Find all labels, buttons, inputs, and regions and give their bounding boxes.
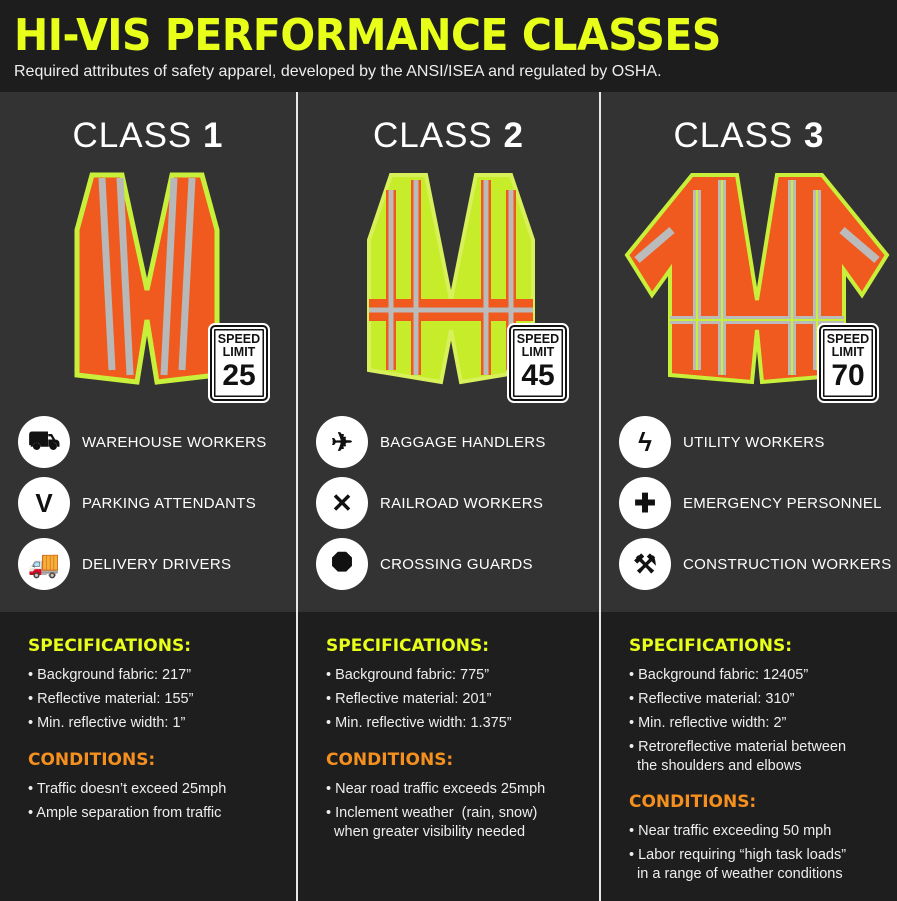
stop-sign-icon: ⯃: [316, 538, 368, 590]
speed-limit-value: 25: [222, 359, 256, 392]
safety-vest-image: [72, 170, 222, 390]
sign-line-2: LIMIT: [521, 345, 555, 359]
suitcase-plane-icon: ✈: [316, 416, 368, 468]
conditions-heading: CONDITIONS:: [326, 750, 454, 770]
class-column-3: CLASS 3 SPEED LIMIT 70 ϟ UTILITY WORKERS ✚ EM…: [601, 92, 897, 901]
specification-item: • Background fabric: 12405”: [629, 667, 809, 683]
column-divider: [296, 92, 298, 901]
job-item: ⚒ CONSTRUCTION WORKERS: [619, 538, 892, 590]
class-label: CLASS: [72, 116, 193, 155]
condition-item: • Near road traffic exceeds 25mph: [326, 781, 546, 797]
specification-item: • Min. reflective width: 1”: [28, 715, 186, 731]
specifications-heading: SPECIFICATIONS:: [28, 636, 192, 656]
job-label: RAILROAD WORKERS: [380, 494, 544, 512]
conditions-heading: CONDITIONS:: [629, 792, 757, 812]
bowtie-vest-icon: V: [18, 477, 70, 529]
specifications-heading: SPECIFICATIONS:: [326, 636, 490, 656]
speed-limit-sign: SPEED LIMIT 25: [208, 323, 270, 403]
conditions-heading: CONDITIONS:: [28, 750, 156, 770]
forklift-icon: ⛟: [18, 416, 70, 468]
specification-item: • Reflective material: 155”: [28, 691, 194, 707]
specification-item: • Min. reflective width: 1.375”: [326, 715, 512, 731]
sign-line-1: SPEED: [217, 332, 261, 346]
job-label: PARKING ATTENDANTS: [82, 494, 257, 512]
condition-item: • Inclement weather (rain, snow) when gr…: [326, 805, 538, 840]
specification-item: • Reflective material: 201”: [326, 691, 492, 707]
specification-item: • Background fabric: 775”: [326, 667, 490, 683]
specification-item: • Background fabric: 217”: [28, 667, 192, 683]
column-divider: [599, 92, 601, 901]
job-label: CROSSING GUARDS: [380, 555, 533, 573]
job-label: BAGGAGE HANDLERS: [380, 433, 546, 451]
specifications-heading: SPECIFICATIONS:: [629, 636, 793, 656]
job-item: ✕ RAILROAD WORKERS: [316, 477, 543, 529]
railroad-crossing-icon: ✕: [316, 477, 368, 529]
class-column-2: CLASS 2 SPEED LIMIT 45 ✈ BAGGAGE HANDLERS ✕ R…: [298, 92, 599, 901]
condition-item: • Labor requiring “high task loads” in a…: [629, 847, 847, 882]
header: HI-VIS PERFORMANCE CLASSES Required attr…: [0, 0, 897, 92]
job-item: ⛟ WAREHOUSE WORKERS: [18, 416, 267, 468]
condition-item: • Ample separation from traffic: [28, 805, 222, 821]
job-item: 🚚 DELIVERY DRIVERS: [18, 538, 231, 590]
sign-line-2: LIMIT: [831, 345, 865, 359]
lower-panel: [0, 612, 897, 901]
job-label: UTILITY WORKERS: [683, 433, 825, 451]
job-item: ⯃ CROSSING GUARDS: [316, 538, 533, 590]
class-title: CLASS 2: [298, 116, 599, 156]
job-item: ϟ UTILITY WORKERS: [619, 416, 825, 468]
condition-item: • Near traffic exceeding 50 mph: [629, 823, 832, 839]
class-number: 3: [804, 116, 825, 155]
job-label: CONSTRUCTION WORKERS: [683, 555, 892, 573]
sign-line-2: LIMIT: [222, 345, 256, 359]
safety-vest-image: [361, 170, 541, 390]
job-item: V PARKING ATTENDANTS: [18, 477, 256, 529]
class-label: CLASS: [673, 116, 794, 155]
speed-limit-value: 70: [831, 359, 865, 392]
speed-limit-sign: SPEED LIMIT 45: [507, 323, 569, 403]
specification-item: • Reflective material: 310”: [629, 691, 795, 707]
specification-item: • Retroreflective material between the s…: [629, 739, 847, 774]
hammer-icon: ⚒: [619, 538, 671, 590]
speed-limit-sign: SPEED LIMIT 70: [817, 323, 879, 403]
job-item: ✚ EMERGENCY PERSONNEL: [619, 477, 882, 529]
condition-item: • Traffic doesn’t exceed 25mph: [28, 781, 227, 797]
medical-cross-icon: ✚: [619, 477, 671, 529]
class-number: 2: [503, 116, 524, 155]
class-label: CLASS: [373, 116, 493, 155]
delivery-truck-icon: 🚚: [18, 538, 70, 590]
lightning-drop-icon: ϟ: [619, 416, 671, 468]
page-title: HI-VIS PERFORMANCE CLASSES: [14, 10, 721, 61]
class-number: 1: [203, 116, 224, 155]
class-column-1: CLASS 1 SPEED LIMIT 25 ⛟ WAREHOUSE WORKERS V…: [0, 92, 296, 901]
speed-limit-value: 45: [521, 359, 555, 392]
job-label: EMERGENCY PERSONNEL: [683, 494, 882, 512]
job-item: ✈ BAGGAGE HANDLERS: [316, 416, 546, 468]
sign-line-1: SPEED: [516, 332, 560, 346]
sign-line-1: SPEED: [826, 332, 870, 346]
page-subtitle: Required attributes of safety apparel, d…: [14, 63, 662, 80]
class-title: CLASS 1: [0, 116, 296, 156]
job-label: WAREHOUSE WORKERS: [82, 433, 267, 451]
class-title: CLASS 3: [601, 116, 897, 156]
specification-item: • Min. reflective width: 2”: [629, 715, 787, 731]
job-label: DELIVERY DRIVERS: [82, 555, 232, 573]
